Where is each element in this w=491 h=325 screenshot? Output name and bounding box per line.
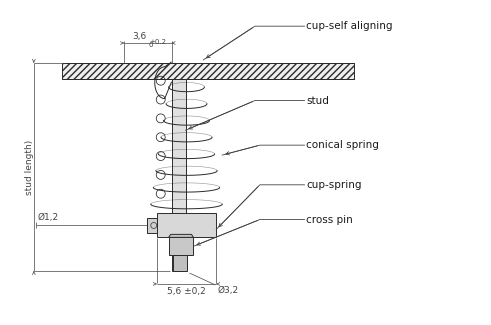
Text: Ø3,2: Ø3,2 xyxy=(217,286,238,295)
Bar xyxy=(173,255,188,271)
Text: cross pin: cross pin xyxy=(306,214,353,225)
Text: 3,6: 3,6 xyxy=(133,32,147,41)
Text: stud length): stud length) xyxy=(26,139,34,195)
Bar xyxy=(169,237,193,255)
Text: +0.2: +0.2 xyxy=(149,39,166,45)
Polygon shape xyxy=(169,234,193,237)
Text: Ø1,2: Ø1,2 xyxy=(38,214,59,223)
Bar xyxy=(172,79,186,271)
Bar xyxy=(157,213,216,237)
Text: 0: 0 xyxy=(149,42,153,48)
Bar xyxy=(147,217,157,233)
Bar xyxy=(61,63,354,79)
Text: conical spring: conical spring xyxy=(306,140,380,150)
Text: cup-spring: cup-spring xyxy=(306,180,362,190)
Text: 5,6 ±0,2: 5,6 ±0,2 xyxy=(167,287,206,296)
Text: cup-self aligning: cup-self aligning xyxy=(306,21,393,31)
Text: stud: stud xyxy=(306,96,329,106)
